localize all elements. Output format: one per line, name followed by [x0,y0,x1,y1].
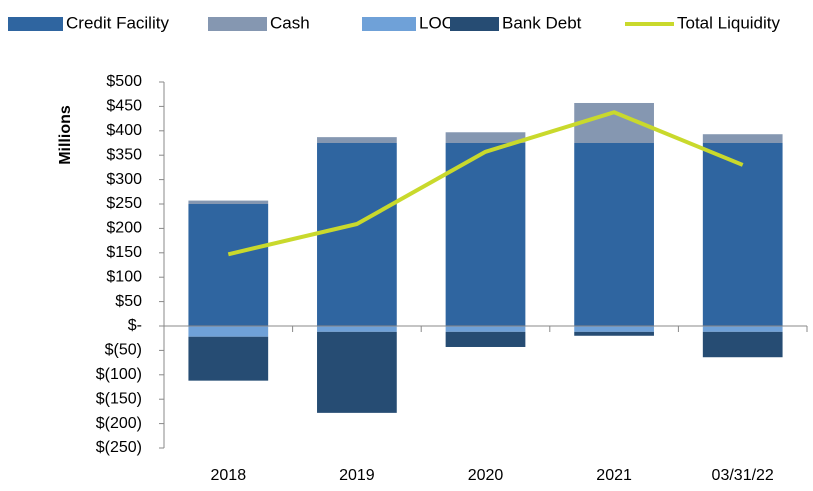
y-tick-label: $400 [106,122,142,139]
legend-swatch [8,17,63,31]
line [227,110,744,257]
y-tick-label: $250 [106,195,142,212]
y-tick-label: $50 [115,293,142,310]
bar [702,331,783,358]
bar [445,331,526,347]
y-tick-label: $200 [106,220,142,237]
y-tick-label: $300 [106,171,142,188]
bar [188,336,269,381]
legend-label: Cash [270,13,310,32]
bar [317,331,397,413]
y-axis-title: Millions [57,105,74,165]
y-tick-label: $(50) [105,342,142,359]
bar [317,326,397,332]
x-tick-label: 2020 [468,467,504,484]
legend-label: Bank Debt [502,13,582,32]
bar [188,204,269,326]
bar [188,200,269,204]
bar [188,326,269,337]
x-tick-label: 03/31/22 [712,467,774,484]
x-tick-label: 2019 [339,467,375,484]
legend-label: Total Liquidity [677,13,781,32]
y-tick-label: $(200) [96,415,142,432]
legend-swatch [450,17,499,31]
y-tick-label: $(100) [96,366,142,383]
bar [574,326,654,332]
y-tick-label: $350 [106,146,142,163]
y-tick-label: $(150) [96,390,142,407]
legend-label: LOC [419,13,454,32]
bar [574,331,654,336]
bar [445,143,526,326]
bar [702,134,783,143]
bar [317,137,397,143]
x-tick-label: 2021 [596,467,632,484]
y-tick-label: $100 [106,268,142,285]
bar [702,143,783,326]
bar [445,132,526,143]
bar [574,143,654,326]
y-tick-label: $(250) [96,439,142,456]
y-tick-label: $500 [106,73,142,90]
bar [317,143,397,326]
x-tick-label: 2018 [211,467,247,484]
legend-swatch [208,17,267,31]
y-tick-label: $150 [106,244,142,261]
bar [702,326,783,332]
legend-label: Credit Facility [66,13,169,32]
bar [445,326,526,332]
y-tick-label: $- [128,317,142,334]
legend-swatch [362,17,416,31]
y-tick-label: $450 [106,98,142,115]
